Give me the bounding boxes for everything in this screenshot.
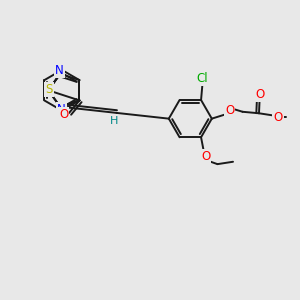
Text: O: O — [256, 88, 265, 101]
Text: N: N — [57, 103, 66, 116]
Text: N: N — [55, 64, 64, 77]
Text: O: O — [59, 108, 68, 121]
Text: O: O — [274, 111, 283, 124]
Text: S: S — [45, 83, 52, 96]
Text: O: O — [225, 104, 234, 117]
Text: O: O — [201, 151, 210, 164]
Text: Cl: Cl — [197, 72, 208, 85]
Text: H: H — [110, 116, 118, 126]
